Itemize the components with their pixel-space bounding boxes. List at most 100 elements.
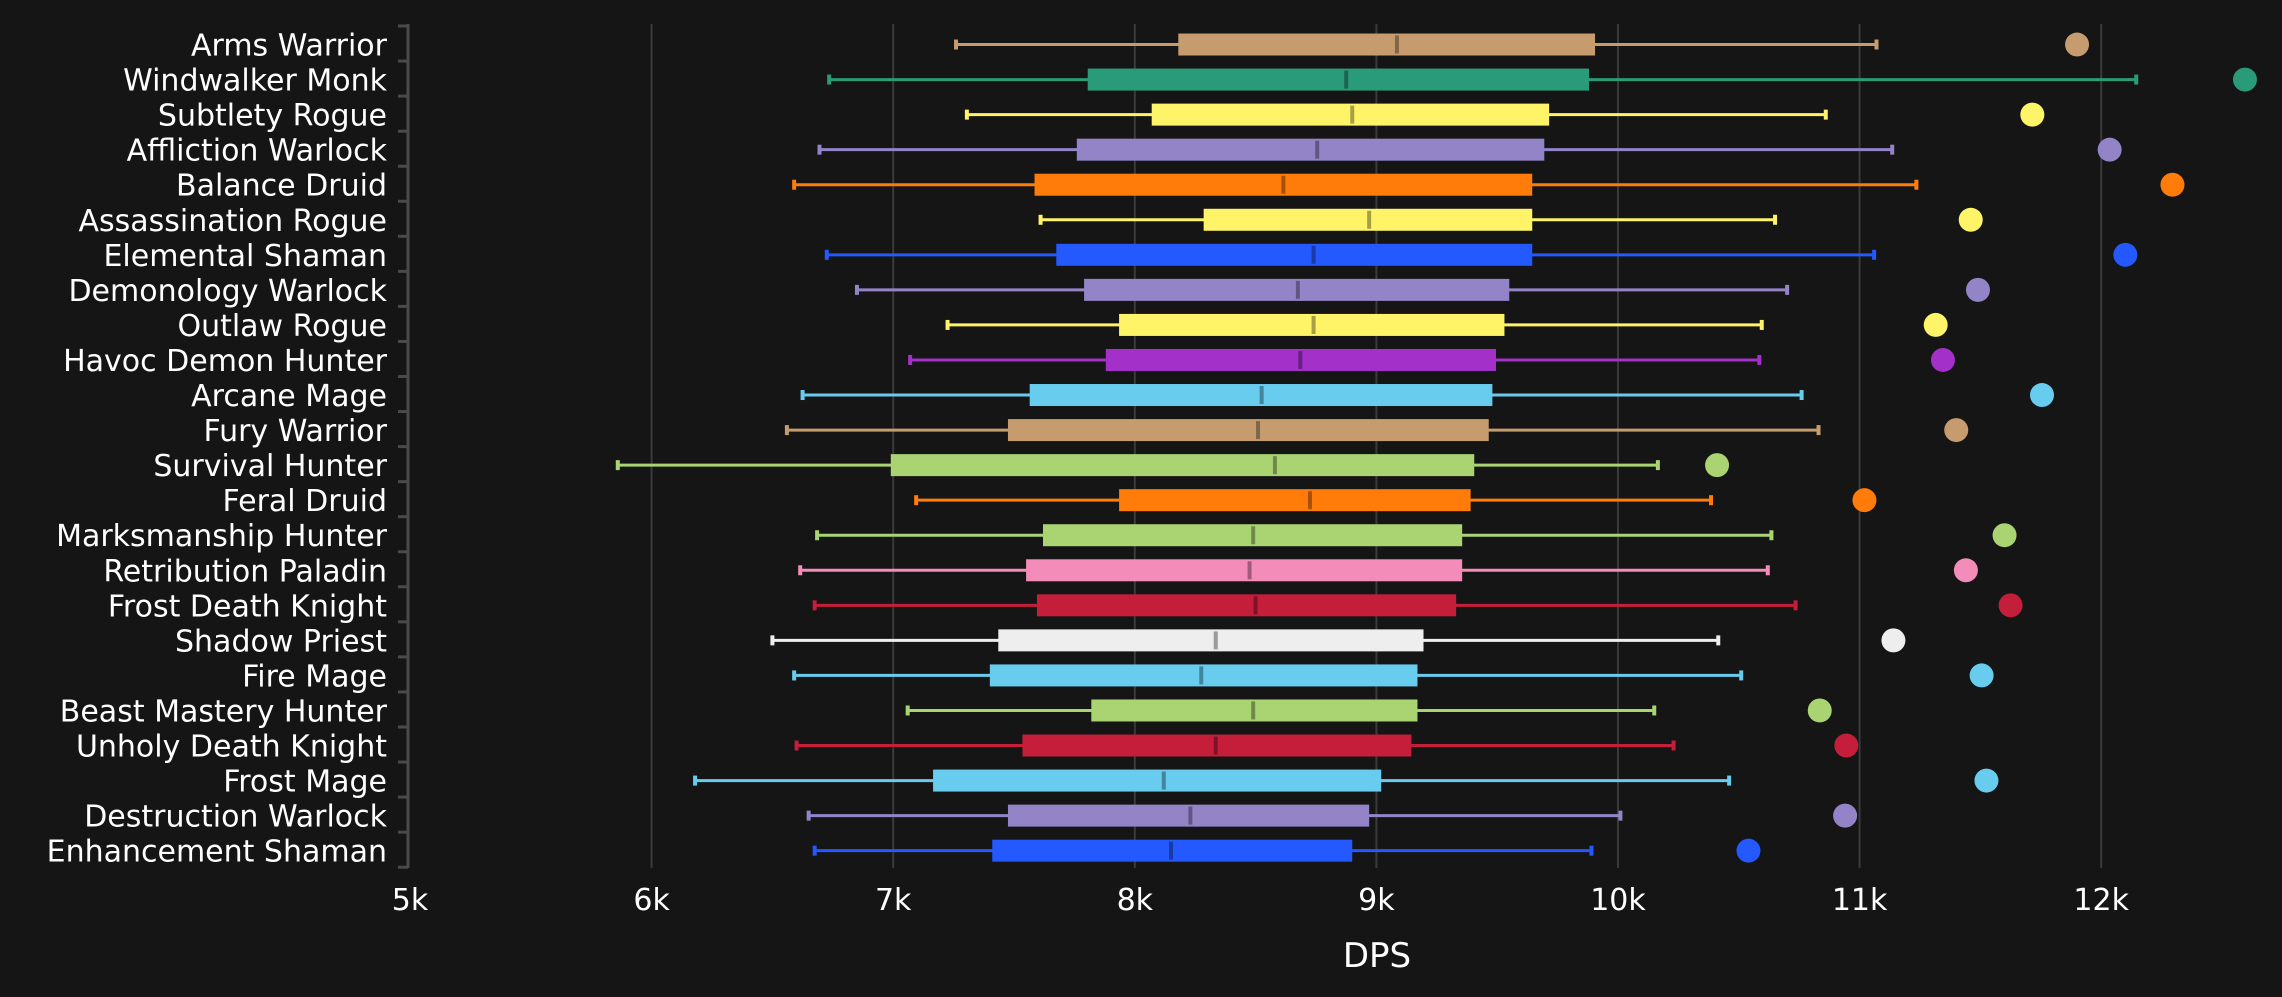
box-group [914, 488, 1877, 513]
box-iqr [989, 664, 1418, 687]
outlier-point [1833, 803, 1858, 828]
y-category-label: Balance Druid [176, 169, 387, 204]
y-category-label: Marksmanship Hunter [56, 519, 388, 554]
y-category-label: Havoc Demon Hunter [63, 344, 388, 379]
box-iqr [1087, 68, 1590, 91]
box-group [798, 558, 1978, 583]
outlier-point [1965, 277, 1990, 302]
box-group [794, 733, 1859, 758]
y-category-label: Fire Mage [242, 659, 387, 694]
y-category-label: Frost Death Knight [108, 589, 387, 624]
box-group [954, 32, 2090, 57]
y-category-label: Beast Mastery Hunter [60, 694, 388, 729]
box-series [615, 32, 2257, 863]
box-group [908, 347, 1955, 372]
box-group [792, 663, 1994, 688]
box-group [824, 242, 2138, 267]
outlier-point [1736, 838, 1761, 863]
box-group [905, 698, 1832, 723]
outlier-point [1923, 312, 1948, 337]
box-group [827, 67, 2257, 92]
box-group [784, 418, 1969, 443]
box-group [693, 768, 1999, 793]
grid-lines [650, 24, 2103, 868]
x-axis-label: DPS [1343, 936, 1411, 976]
y-category-label: Retribution Paladin [103, 554, 387, 589]
y-category-label: Affliction Warlock [127, 134, 388, 169]
outlier-point [1834, 733, 1859, 758]
box-iqr [1029, 384, 1493, 407]
x-tick-label: 10k [1590, 883, 1646, 918]
y-category-label: Elemental Shaman [103, 239, 387, 274]
y-category-label: Arms Warrior [191, 29, 388, 64]
box-iqr [1022, 734, 1412, 757]
outlier-point [1953, 558, 1978, 583]
outlier-point [1969, 663, 1994, 688]
x-tick-label: 7k [875, 883, 912, 918]
box-iqr [1084, 278, 1510, 301]
outlier-point [1807, 698, 1832, 723]
outlier-point [1852, 488, 1877, 513]
y-category-label: Survival Hunter [153, 449, 387, 484]
y-category-label: Enhancement Shaman [47, 835, 387, 870]
outlier-point [2232, 67, 2257, 92]
y-category-label: Subtlety Rogue [158, 99, 387, 134]
box-iqr [1105, 348, 1496, 371]
box-group [792, 172, 2185, 197]
outlier-point [2030, 383, 2055, 408]
y-category-label: Feral Druid [223, 484, 388, 519]
box-iqr [1119, 313, 1505, 336]
box-group [812, 593, 2023, 618]
outlier-point [1930, 347, 1955, 372]
x-tick-label: 5k [392, 883, 429, 918]
box-iqr [1007, 419, 1489, 442]
outlier-point [1881, 628, 1906, 653]
box-group [812, 838, 1761, 863]
y-category-label: Windwalker Monk [123, 64, 388, 99]
box-group [817, 137, 2122, 162]
y-category-label: Shadow Priest [175, 624, 387, 659]
outlier-point [1705, 453, 1730, 478]
y-category-label: Arcane Mage [191, 379, 387, 414]
y-category-label: Demonology Warlock [68, 274, 387, 309]
box-iqr [1026, 559, 1463, 582]
x-axis: 5k 6k 7k 8k 9k 10k 11k 12k [392, 883, 2130, 918]
box-iqr [992, 839, 1353, 862]
y-category-label: Destruction Warlock [84, 800, 387, 835]
box-iqr [1007, 804, 1370, 827]
outlier-point [1944, 418, 1969, 443]
outlier-point [1974, 768, 1999, 793]
outlier-point [2160, 172, 2185, 197]
box-iqr [1151, 103, 1550, 126]
box-iqr [890, 454, 1475, 477]
box-iqr [1034, 173, 1533, 196]
x-tick-label: 12k [2073, 883, 2129, 918]
y-category-label: Outlaw Rogue [177, 309, 387, 344]
y-category-label: Unholy Death Knight [76, 730, 387, 765]
x-tick-label: 8k [1117, 883, 1154, 918]
box-group [770, 628, 1906, 653]
box-group [815, 523, 2017, 548]
box-iqr [933, 769, 1382, 792]
outlier-point [2020, 102, 2045, 127]
box-iqr [998, 629, 1424, 652]
box-group [964, 102, 2045, 127]
box-iqr [1119, 489, 1471, 512]
y-category-label: Assassination Rogue [78, 204, 387, 239]
x-tick-label: 9k [1358, 883, 1395, 918]
outlier-point [2113, 242, 2138, 267]
y-category-label: Fury Warrior [203, 414, 387, 449]
box-iqr [1203, 208, 1533, 231]
x-tick-label: 6k [633, 883, 670, 918]
box-iqr [1042, 524, 1463, 547]
box-group [1038, 207, 1983, 232]
box-iqr [1036, 594, 1457, 617]
box-group [854, 277, 1990, 302]
outlier-point [1998, 593, 2023, 618]
box-group [806, 803, 1858, 828]
outlier-point [2065, 32, 2090, 57]
y-category-label: Frost Mage [223, 765, 387, 800]
box-iqr [1076, 138, 1545, 161]
